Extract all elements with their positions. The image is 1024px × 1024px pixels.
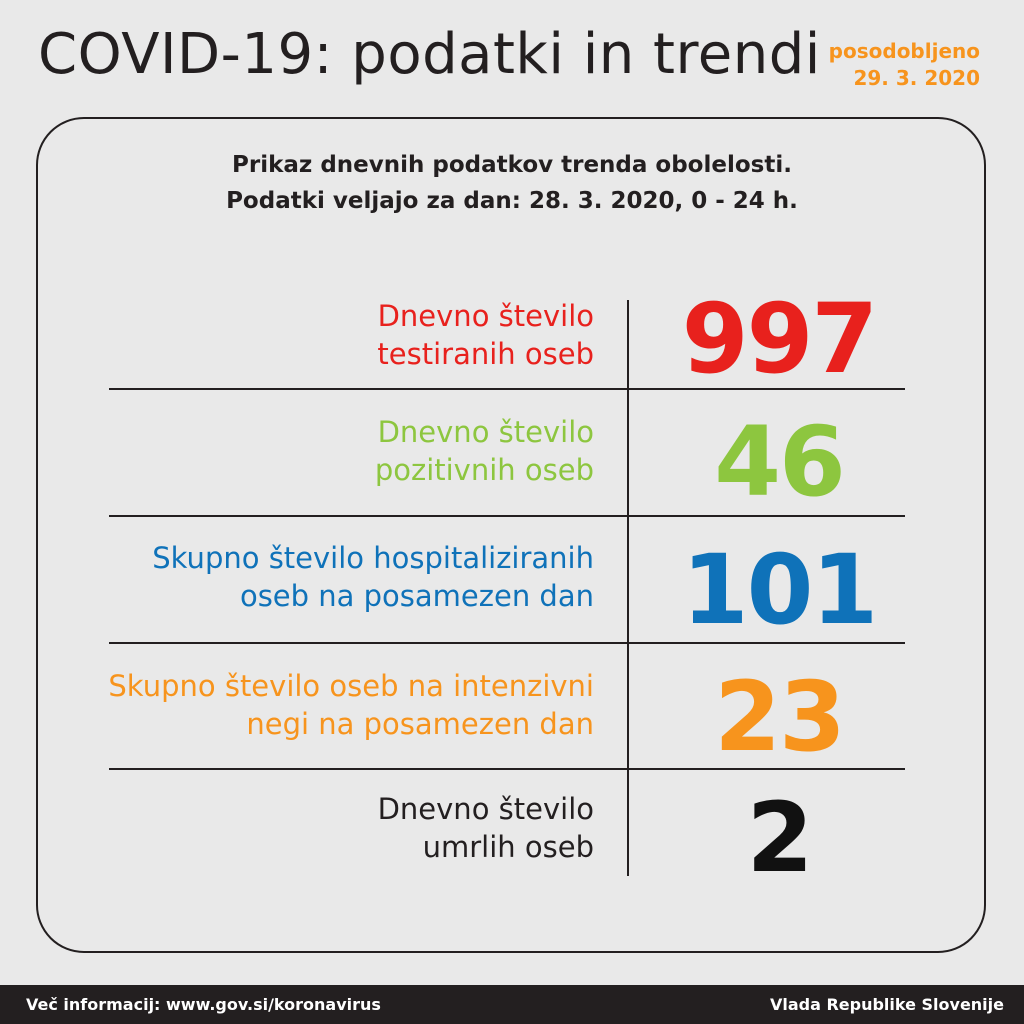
stat-label-positive: Dnevno število pozitivnih oseb <box>375 414 594 489</box>
stat-value-deaths: 2 <box>746 782 814 894</box>
page-title: COVID-19: podatki in trendi <box>38 22 821 87</box>
stat-label-line: pozitivnih oseb <box>374 452 594 487</box>
stat-label-line: Dnevno število <box>377 299 594 333</box>
row-divider <box>109 515 905 517</box>
update-stamp: posodobljeno 29. 3. 2020 <box>829 38 980 92</box>
stats-panel <box>36 117 986 953</box>
subtitle-line-2: Podatki veljajo za dan: 28. 3. 2020, 0 -… <box>226 187 798 214</box>
updated-date: 29. 3. 2020 <box>853 66 980 90</box>
updated-label: posodobljeno <box>828 39 980 63</box>
stat-label-deaths: Dnevno število umrlih oseb <box>378 791 594 866</box>
stat-label-line: negi na posamezen dan <box>246 706 594 741</box>
government-credit: Vlada Republike Slovenije <box>769 995 1004 1014</box>
row-divider <box>109 388 905 390</box>
row-divider <box>109 642 905 644</box>
stat-value-positive: 46 <box>714 406 846 518</box>
stat-label-line: umrlih oseb <box>422 829 594 864</box>
stat-label-line: Dnevno število <box>377 792 594 826</box>
stat-label-tested: Dnevno število testiranih oseb <box>377 298 594 373</box>
subtitle-line-1: Prikaz dnevnih podatkov trenda obolelost… <box>232 152 792 178</box>
stat-label-hospitalized: Skupno število hospitaliziranih oseb na … <box>152 540 594 615</box>
footer-bar: Več informacij: www.gov.si/koronavirus V… <box>0 985 1024 1024</box>
row-divider <box>109 768 905 770</box>
more-info-link[interactable]: Več informacij: www.gov.si/koronavirus <box>26 995 381 1014</box>
stat-value-hospitalized: 101 <box>681 534 878 646</box>
stat-label-line: Skupno število hospitaliziranih <box>152 541 594 575</box>
stat-value-intensive-care: 23 <box>714 661 846 773</box>
stat-label-line: Skupno število oseb na intenzivni <box>108 669 594 703</box>
stat-label-intensive-care: Skupno število oseb na intenzivni negi n… <box>108 668 594 743</box>
panel-subtitle: Prikaz dnevnih podatkov trenda obolelost… <box>0 148 1024 219</box>
stat-label-line: testiranih oseb <box>377 336 594 371</box>
stat-value-tested: 997 <box>681 283 878 395</box>
stat-label-line: Dnevno število <box>377 415 594 449</box>
stat-label-line: oseb na posamezen dan <box>239 578 594 613</box>
column-divider <box>627 300 629 876</box>
